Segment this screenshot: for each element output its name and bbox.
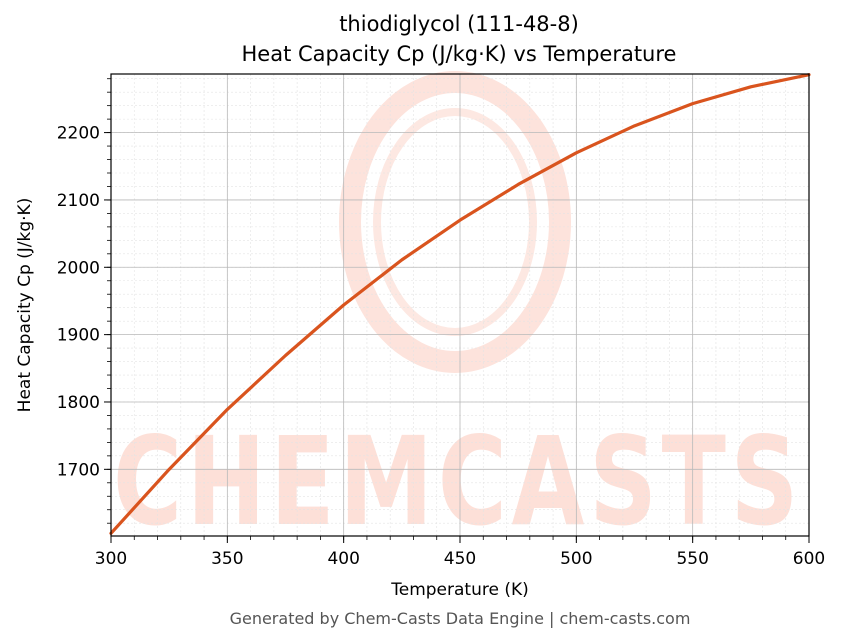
x-tick-label: 450: [444, 549, 476, 569]
watermark: CHEMCASTS: [113, 71, 803, 553]
x-tick-label: 300: [95, 549, 127, 569]
y-tick-label: 2000: [57, 258, 100, 278]
y-tick-label: 1800: [57, 393, 100, 413]
x-tick-label: 500: [560, 549, 592, 569]
watermark-text: CHEMCASTS: [113, 411, 803, 553]
y-tick-label: 2200: [57, 124, 100, 144]
x-tick-label: 400: [327, 549, 359, 569]
chart-title-line1: thiodiglycol (111-48-8): [339, 12, 579, 36]
y-axis-ticks: 1700 1800 1900 2000 2100 2200: [57, 78, 111, 524]
y-tick-label: 1900: [57, 326, 100, 346]
x-tick-label: 550: [676, 549, 708, 569]
y-tick-label: 1700: [57, 460, 100, 480]
x-axis-ticks: 300 350 400 450 500 550 600: [95, 536, 825, 569]
chart-title-line2: Heat Capacity Cp (J/kg·K) vs Temperature: [242, 42, 677, 66]
y-axis-label: Heat Capacity Cp (J/kg·K): [15, 198, 35, 413]
x-tick-label: 350: [211, 549, 243, 569]
watermark-logo-icon: [339, 71, 571, 373]
x-tick-label: 600: [793, 549, 825, 569]
y-tick-label: 2100: [57, 191, 100, 211]
x-axis-label: Temperature (K): [390, 580, 529, 600]
footer-credit: Generated by Chem-Casts Data Engine | ch…: [230, 609, 691, 628]
